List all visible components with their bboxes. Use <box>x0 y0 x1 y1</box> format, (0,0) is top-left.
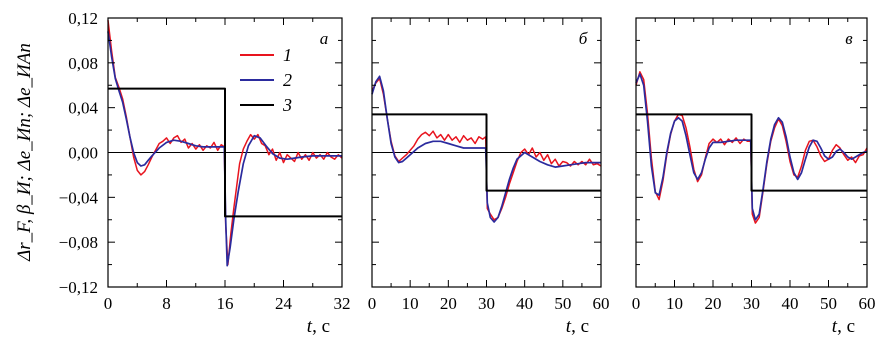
x-tick-label: 40 <box>782 294 799 313</box>
panels: 0 8 16 24 32t, са0 10 20 30 40 50 60t, сб0 10 20 30 40… <box>104 17 876 337</box>
series-3-line <box>108 87 342 218</box>
x-tick-label: 16 <box>217 294 234 313</box>
x-tick-label: 0 <box>368 294 377 313</box>
y-tick-label: −0,08 <box>59 233 98 252</box>
panel-3: 0 10 20 30 40 50 60t, с в <box>632 17 876 337</box>
x-tick-label: 0 <box>104 294 113 313</box>
x-tick-label: 40 <box>516 294 533 313</box>
x-tick-label: 32 <box>334 294 351 313</box>
series-2-line <box>107 31 342 267</box>
x-axis-label: t, с <box>566 316 589 337</box>
y-tick-label: 0,12 <box>68 9 98 28</box>
legend-label: 1 <box>283 45 292 65</box>
legend-label: 3 <box>282 95 292 115</box>
x-tick-label: 30 <box>478 294 495 313</box>
x-tick-label: 0 <box>632 294 641 313</box>
x-tick-label: 60 <box>593 294 610 313</box>
panel-label: а <box>320 29 329 48</box>
panel-label: б <box>579 29 588 48</box>
x-axis-label: t, с <box>832 316 855 337</box>
y-tick-label: 0,00 <box>68 144 98 163</box>
panel-1: 0 8 16 24 32t, са <box>104 17 351 337</box>
panel-2: 0 10 20 30 40 50 60t, с б <box>368 17 610 337</box>
x-tick-label: 8 <box>162 294 171 313</box>
x-tick-label: 24 <box>275 294 293 313</box>
y-axis-label: Δr_F, β_И; Δe_Ип; Δe_ИАп <box>14 43 35 262</box>
y-tick-label: 0,08 <box>68 54 98 73</box>
x-tick-label: 30 <box>743 294 760 313</box>
legend-label: 2 <box>283 70 292 90</box>
legend: 1 2 3 <box>240 45 292 115</box>
x-tick-label: 10 <box>402 294 419 313</box>
panel-label: в <box>845 29 853 48</box>
y-tick-labels: 0,12 0,08 0,04 0,00 −0,04 −0,08 −0,12 <box>59 9 99 297</box>
x-tick-label: 20 <box>440 294 457 313</box>
x-tick-label: 20 <box>705 294 722 313</box>
x-tick-label: 10 <box>666 294 683 313</box>
x-tick-label: 50 <box>554 294 571 313</box>
y-tick-label: −0,12 <box>59 278 98 297</box>
y-tick-label: −0,04 <box>59 188 99 207</box>
x-tick-label: 50 <box>820 294 837 313</box>
x-tick-label: 60 <box>859 294 876 313</box>
series-3-line <box>636 113 867 192</box>
y-tick-label: 0,04 <box>68 99 98 118</box>
series-3-line <box>372 113 601 192</box>
series-2-line <box>635 73 868 221</box>
x-axis-label: t, с <box>307 316 330 337</box>
